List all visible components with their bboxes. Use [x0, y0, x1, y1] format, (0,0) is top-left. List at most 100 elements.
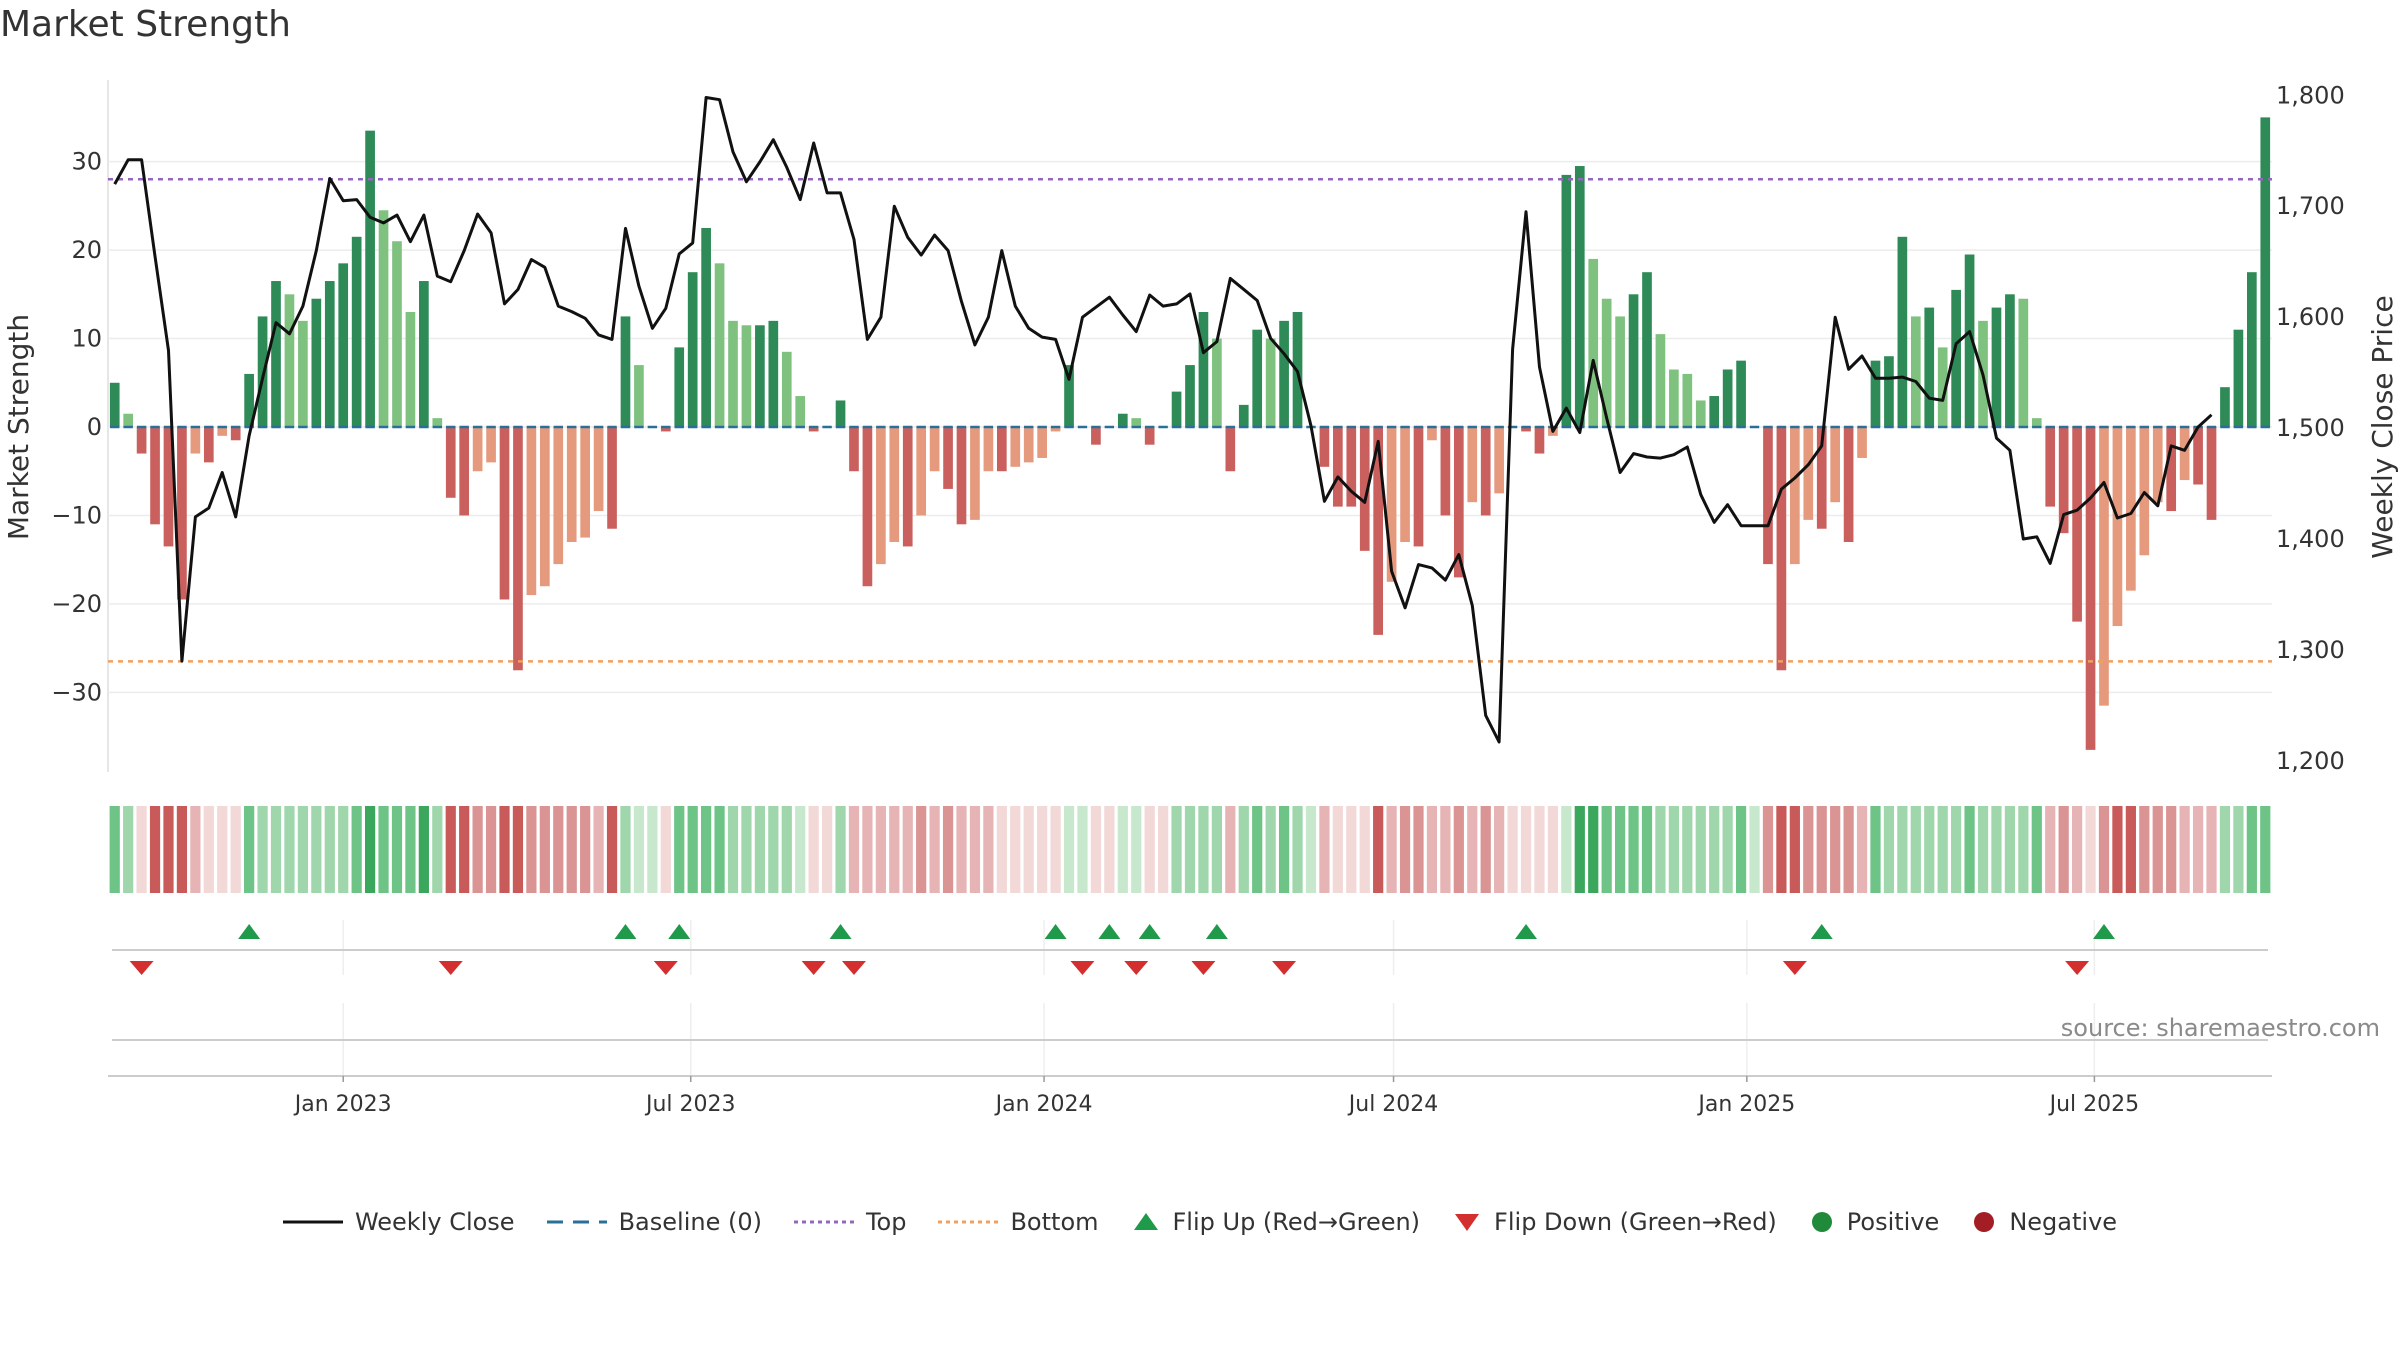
heat-tile [1588, 806, 1599, 893]
strength-bar [1695, 400, 1706, 427]
heat-tile [432, 806, 443, 893]
heat-tile [1601, 806, 1612, 893]
heat-tile [311, 806, 322, 893]
flip-down-marker [1782, 961, 1807, 975]
strength-bar [2166, 427, 2177, 512]
heat-tile [526, 806, 537, 893]
strength-bar [539, 427, 550, 587]
heat-tile [1117, 806, 1128, 893]
heat-tile [284, 806, 295, 893]
heat-tile [1924, 806, 1935, 893]
strength-bar [2085, 427, 2096, 750]
flip-down-marker [2065, 961, 2090, 975]
strength-bar [1521, 427, 1531, 432]
strength-bar [1588, 258, 1599, 427]
strength-bar [1238, 404, 1249, 427]
heat-tile [485, 806, 497, 893]
heat-tile [324, 806, 335, 893]
heat-tile [1225, 806, 1236, 893]
strength-bar [1951, 289, 1961, 427]
strength-bar [929, 427, 940, 472]
strength-bar [1790, 427, 1800, 565]
y-right-tick-label: 1,200 [2276, 747, 2345, 775]
heat-tile [176, 806, 188, 893]
heat-tile [821, 806, 833, 893]
heat-tile [1776, 806, 1787, 893]
strength-bar [970, 427, 980, 520]
strength-bar [351, 236, 362, 427]
strength-bar [311, 298, 322, 427]
strength-bar [566, 427, 577, 542]
heat-tile [2085, 806, 2096, 893]
strength-bar [526, 427, 537, 596]
heat-tile [418, 806, 429, 893]
flip-up-marker [1138, 924, 1161, 939]
flip-down-marker [801, 961, 826, 975]
strength-bar [1830, 427, 1841, 503]
heat-tile [1722, 806, 1733, 893]
heat-tile [808, 806, 819, 893]
flip-up-marker [829, 924, 852, 939]
heat-tile [1198, 806, 1209, 893]
flip-down-marker [653, 961, 678, 975]
strength-bar [1480, 427, 1491, 516]
strength-bar [889, 427, 900, 542]
strength-bar [714, 263, 725, 427]
heat-tile [620, 806, 631, 893]
legend-label: Top [865, 1208, 907, 1236]
heat-tile [889, 806, 900, 893]
heat-tile [1453, 806, 1464, 893]
heat-tile [1077, 806, 1088, 893]
strength-bar [1010, 427, 1021, 467]
strength-bar [768, 320, 779, 427]
strength-bar [553, 427, 564, 565]
strength-bar [1722, 369, 1733, 427]
strength-bar [1884, 356, 1894, 427]
y-right-tick-label: 1,600 [2276, 303, 2345, 331]
strength-bar [1144, 427, 1155, 445]
strength-bar [1212, 338, 1222, 427]
strength-bar [1185, 365, 1195, 427]
strength-bar [835, 400, 846, 427]
heat-tile [1641, 806, 1653, 893]
heat-tile [1561, 806, 1572, 893]
heat-tile [727, 806, 739, 893]
heat-tile [472, 806, 483, 893]
heat-tile [1695, 806, 1706, 893]
heat-tile [916, 806, 927, 893]
strength-bar [298, 320, 308, 427]
heat-tile [378, 806, 389, 893]
y-left-tick-label: 20 [71, 236, 102, 264]
heat-tile [512, 806, 524, 893]
strength-bar [916, 427, 927, 516]
flip-down-marker [1272, 961, 1297, 975]
strength-bar [378, 210, 389, 427]
strength-bar [741, 325, 752, 427]
flip-up-marker [668, 924, 691, 939]
strength-bar [499, 427, 510, 600]
heat-tile [351, 806, 362, 893]
heat-tile [1507, 806, 1518, 893]
strength-bar [593, 427, 604, 512]
strength-bar [271, 281, 281, 427]
legend-negative: Negative [1971, 1208, 2117, 1236]
heat-tile [2071, 806, 2083, 893]
legend-top: Top [793, 1208, 907, 1236]
strength-bar [808, 427, 819, 432]
x-tick-label: Jan 2024 [994, 1092, 1093, 1117]
legend-label: Flip Up (Red→Green) [1172, 1208, 1421, 1236]
heat-tile [1440, 806, 1451, 893]
heat-tile [1494, 806, 1505, 893]
strength-bar [190, 427, 201, 454]
heat-tile [1104, 806, 1115, 893]
flip-down-marker [1191, 961, 1216, 975]
heat-tile [647, 806, 658, 893]
strength-bar [996, 427, 1007, 472]
heat-tile [230, 806, 241, 893]
strength-bar [2058, 427, 2069, 534]
heat-tile [445, 806, 456, 893]
strength-bar [419, 281, 429, 427]
strength-bar [230, 427, 241, 441]
x-tick-label: Jul 2024 [1347, 1092, 1439, 1117]
flip-up-marker [238, 924, 261, 939]
